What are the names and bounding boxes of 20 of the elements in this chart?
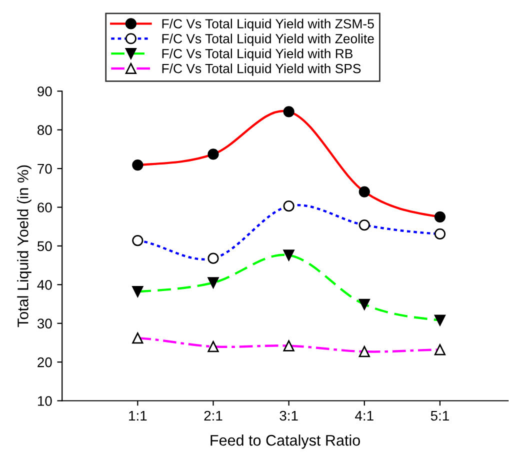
y-tick-label: 50	[37, 241, 52, 252]
x-axis-title: Feed to Catalyst Ratio	[210, 434, 360, 449]
y-tick-label: 30	[37, 318, 52, 329]
y-tick-label: 80	[38, 125, 52, 136]
legend-label: F/C Vs Total Liquid Yield with SPS	[162, 64, 361, 76]
y-axis-title: Total Liquid Yoeld (in %)	[17, 165, 32, 328]
y-tick-label: 10	[38, 396, 52, 406]
x-tick-label: 4:1	[355, 410, 374, 421]
legend-label: F/C Vs Total Liquid Yield with RB	[162, 48, 352, 61]
x-tick-label: 1:1	[129, 410, 147, 421]
y-tick-label: 90	[38, 86, 52, 96]
y-tick-label: 20	[38, 357, 52, 368]
x-tick-label: 3:1	[280, 410, 298, 421]
legend-label: F/C Vs Total Liquid Yield with ZSM-5	[162, 18, 374, 32]
y-tick-label: 40	[37, 280, 52, 290]
y-tick-label: 70	[38, 164, 52, 174]
legend-label: F/C Vs Total Liquid Yield with Zeolite	[162, 34, 374, 46]
y-tick-label: 60	[38, 202, 52, 212]
x-tick-label: 2:1	[204, 410, 222, 421]
x-tick-label: 5:1	[430, 410, 449, 421]
